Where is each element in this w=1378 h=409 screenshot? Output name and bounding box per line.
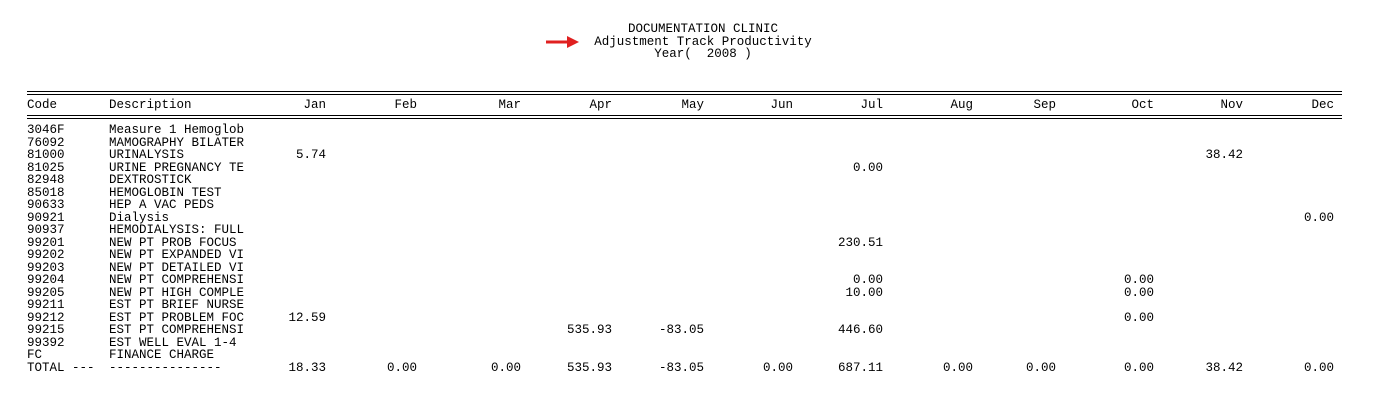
column-header: Mar: [498, 98, 521, 112]
report-year: Year( 2008 ): [654, 47, 752, 61]
row-value: 0.00: [1123, 273, 1154, 287]
row-description: NEW PT DETAILED VI: [109, 260, 245, 275]
row-value: 0.00: [1303, 360, 1334, 375]
row-code: FC: [27, 348, 43, 362]
row-description: NEW PT COMPREHENSI: [109, 273, 245, 287]
row-value: 230.51: [837, 235, 883, 250]
column-header: Jun: [770, 98, 793, 112]
column-header: May: [681, 98, 704, 112]
row-value: 0.00: [762, 360, 793, 375]
row-value: 0.00: [386, 360, 417, 375]
row-description: EST PT COMPREHENSI: [109, 323, 245, 337]
row-code: 99203: [27, 260, 65, 275]
column-header: Oct: [1131, 98, 1154, 112]
row-value: 0.00: [1123, 285, 1154, 300]
report-subtitle: Adjustment Track Productivity: [594, 35, 812, 49]
row-description: NEW PT HIGH COMPLE: [109, 285, 245, 300]
row-code: 90633: [27, 198, 65, 212]
row-value: 0.00: [1303, 210, 1334, 225]
column-header: Description: [109, 98, 192, 112]
row-value: -83.05: [658, 323, 704, 337]
row-code: 99202: [27, 248, 65, 262]
row-code: 90921: [27, 210, 65, 225]
column-header: Jan: [303, 98, 326, 112]
row-description: URINALYSIS: [109, 148, 185, 162]
row-value: 535.93: [566, 323, 612, 337]
row-description: EST PT PROBLEM FOC: [109, 310, 245, 325]
row-code: 99204: [27, 273, 65, 287]
row-code: 99205: [27, 285, 65, 300]
row-value: 535.93: [566, 360, 612, 375]
row-description: NEW PT PROB FOCUS: [109, 235, 237, 250]
row-description: EST WELL EVAL 1-4: [109, 335, 237, 350]
column-header: Feb: [394, 98, 417, 112]
row-value: 0.00: [1123, 360, 1154, 375]
row-value: 10.00: [845, 285, 883, 300]
row-description: EST PT BRIEF NURSE: [109, 298, 245, 312]
separator: [27, 91, 1342, 95]
row-description: HEMODIALYSIS: FULL: [109, 223, 245, 237]
row-description: URINE PREGNANCY TE: [109, 160, 245, 175]
row-value: 38.42: [1205, 360, 1243, 375]
row-description: Measure 1 Hemoglob: [109, 123, 245, 137]
row-code: 3046F: [27, 123, 65, 137]
row-code: 99211: [27, 298, 65, 312]
row-code: 76092: [27, 135, 65, 150]
report-title: DOCUMENTATION CLINIC: [627, 22, 779, 36]
column-header: Dec: [1311, 98, 1334, 112]
row-value: 0.00: [852, 273, 883, 287]
row-code: 99212: [27, 310, 65, 325]
column-header: Code: [27, 98, 58, 112]
row-value: 0.00: [1123, 310, 1154, 325]
column-header: Aug: [950, 98, 973, 112]
row-value: 687.11: [837, 360, 883, 375]
column-header: Nov: [1220, 98, 1243, 112]
arrow: [546, 36, 579, 48]
row-description: HEP A VAC PEDS: [109, 198, 215, 212]
row-value: 0.00: [852, 160, 883, 175]
row-description: HEMOGLOBIN TEST: [109, 185, 222, 200]
row-value: 12.59: [288, 310, 326, 325]
row-value: 38.42: [1205, 148, 1243, 162]
row-value: 0.00: [942, 360, 973, 375]
row-code: 99215: [27, 323, 65, 337]
row-value: 18.33: [288, 360, 326, 375]
separator: [27, 115, 1342, 119]
row-description: NEW PT EXPANDED VI: [109, 248, 245, 262]
row-value: 5.74: [295, 148, 326, 162]
column-header: Sep: [1033, 98, 1056, 112]
row-code: 82948: [27, 173, 65, 187]
row-value: 446.60: [837, 323, 883, 337]
row-code: 90937: [27, 223, 65, 237]
column-header: Apr: [589, 98, 612, 112]
row-code: 81000: [27, 148, 65, 162]
row-code: 99392: [27, 335, 65, 350]
row-value: 0.00: [490, 360, 521, 375]
column-header: Jul: [860, 98, 883, 112]
row-description: FINANCE CHARGE: [109, 348, 215, 362]
row-value: -83.05: [658, 360, 704, 375]
row-code: 99201: [27, 235, 65, 250]
row-description: ---------------: [109, 360, 222, 375]
row-description: Dialysis: [109, 210, 170, 225]
row-value: 0.00: [1025, 360, 1056, 375]
row-description: MAMOGRAPHY BILATER: [109, 135, 245, 150]
row-description: DEXTROSTICK: [109, 173, 192, 187]
row-code: TOTAL ---: [27, 360, 95, 375]
row-code: 85018: [27, 185, 65, 200]
row-code: 81025: [27, 160, 65, 175]
